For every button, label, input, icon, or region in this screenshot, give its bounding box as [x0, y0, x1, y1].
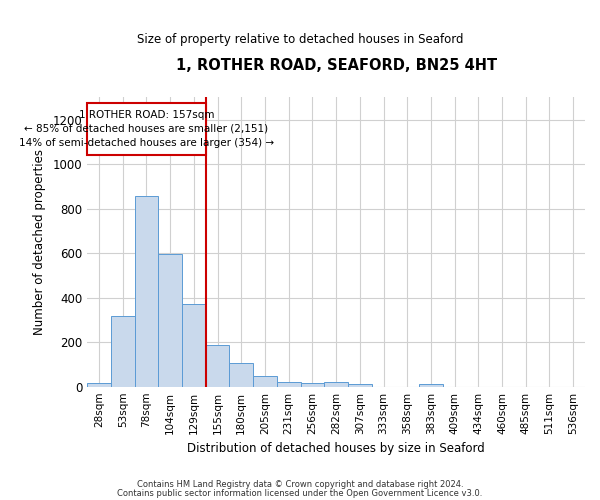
X-axis label: Distribution of detached houses by size in Seaford: Distribution of detached houses by size … — [187, 442, 485, 455]
Y-axis label: Number of detached properties: Number of detached properties — [32, 149, 46, 335]
Text: 14% of semi-detached houses are larger (354) →: 14% of semi-detached houses are larger (… — [19, 138, 274, 148]
Text: Contains HM Land Registry data © Crown copyright and database right 2024.: Contains HM Land Registry data © Crown c… — [137, 480, 463, 489]
Text: ← 85% of detached houses are smaller (2,151): ← 85% of detached houses are smaller (2,… — [25, 124, 269, 134]
Bar — [229, 364, 253, 386]
FancyBboxPatch shape — [87, 103, 206, 155]
Bar — [134, 196, 158, 386]
Bar — [277, 382, 301, 386]
Bar — [301, 382, 324, 386]
Bar — [206, 346, 229, 387]
Bar — [419, 384, 443, 386]
Bar — [348, 384, 371, 386]
Bar — [182, 304, 206, 386]
Text: 1 ROTHER ROAD: 157sqm: 1 ROTHER ROAD: 157sqm — [79, 110, 214, 120]
Bar — [87, 384, 111, 386]
Bar — [253, 376, 277, 386]
Bar — [324, 382, 348, 386]
Text: Size of property relative to detached houses in Seaford: Size of property relative to detached ho… — [137, 32, 463, 46]
Text: Contains public sector information licensed under the Open Government Licence v3: Contains public sector information licen… — [118, 488, 482, 498]
Bar — [158, 254, 182, 386]
Bar — [111, 316, 134, 386]
Title: 1, ROTHER ROAD, SEAFORD, BN25 4HT: 1, ROTHER ROAD, SEAFORD, BN25 4HT — [176, 58, 497, 72]
